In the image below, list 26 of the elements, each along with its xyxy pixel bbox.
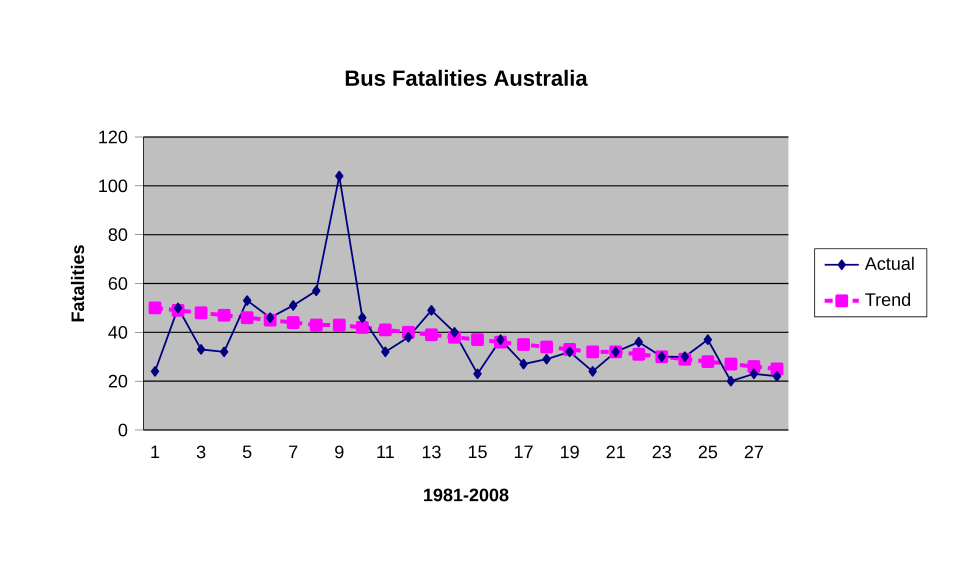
y-tick-label: 100 [99, 179, 128, 192]
x-tick-label: 5 [242, 446, 252, 458]
y-axis-title: Fatalities [70, 245, 84, 322]
y-tick-label: 60 [108, 277, 128, 290]
x-tick-label: 23 [652, 446, 671, 458]
y-tick-label: 20 [108, 374, 128, 388]
y-tick-label: 40 [108, 326, 128, 339]
legend-label: Trend [865, 292, 910, 306]
x-tick-label: 9 [335, 446, 344, 458]
x-tick-label: 11 [377, 446, 394, 458]
x-tick-label: 1 [151, 446, 160, 458]
x-tick-label: 15 [468, 446, 487, 458]
chart-title: Bus Fatalities Australia [346, 70, 588, 86]
x-tick-label: 13 [422, 446, 441, 458]
legend-label: Actual [864, 256, 914, 270]
x-tick-label: 7 [289, 446, 298, 458]
x-tick-label: 25 [698, 446, 718, 458]
x-tick-label: 3 [196, 446, 206, 458]
x-tick-label: 27 [744, 446, 764, 458]
x-tick-label: 21 [606, 446, 625, 458]
y-tick-label: 0 [118, 424, 128, 436]
y-tick-label: 120 [99, 130, 128, 144]
y-tick-label: 80 [108, 228, 128, 242]
x-tick-label: 19 [561, 446, 579, 458]
x-axis-title: 1981-2008 [424, 488, 508, 502]
x-tick-label: 17 [514, 446, 533, 458]
